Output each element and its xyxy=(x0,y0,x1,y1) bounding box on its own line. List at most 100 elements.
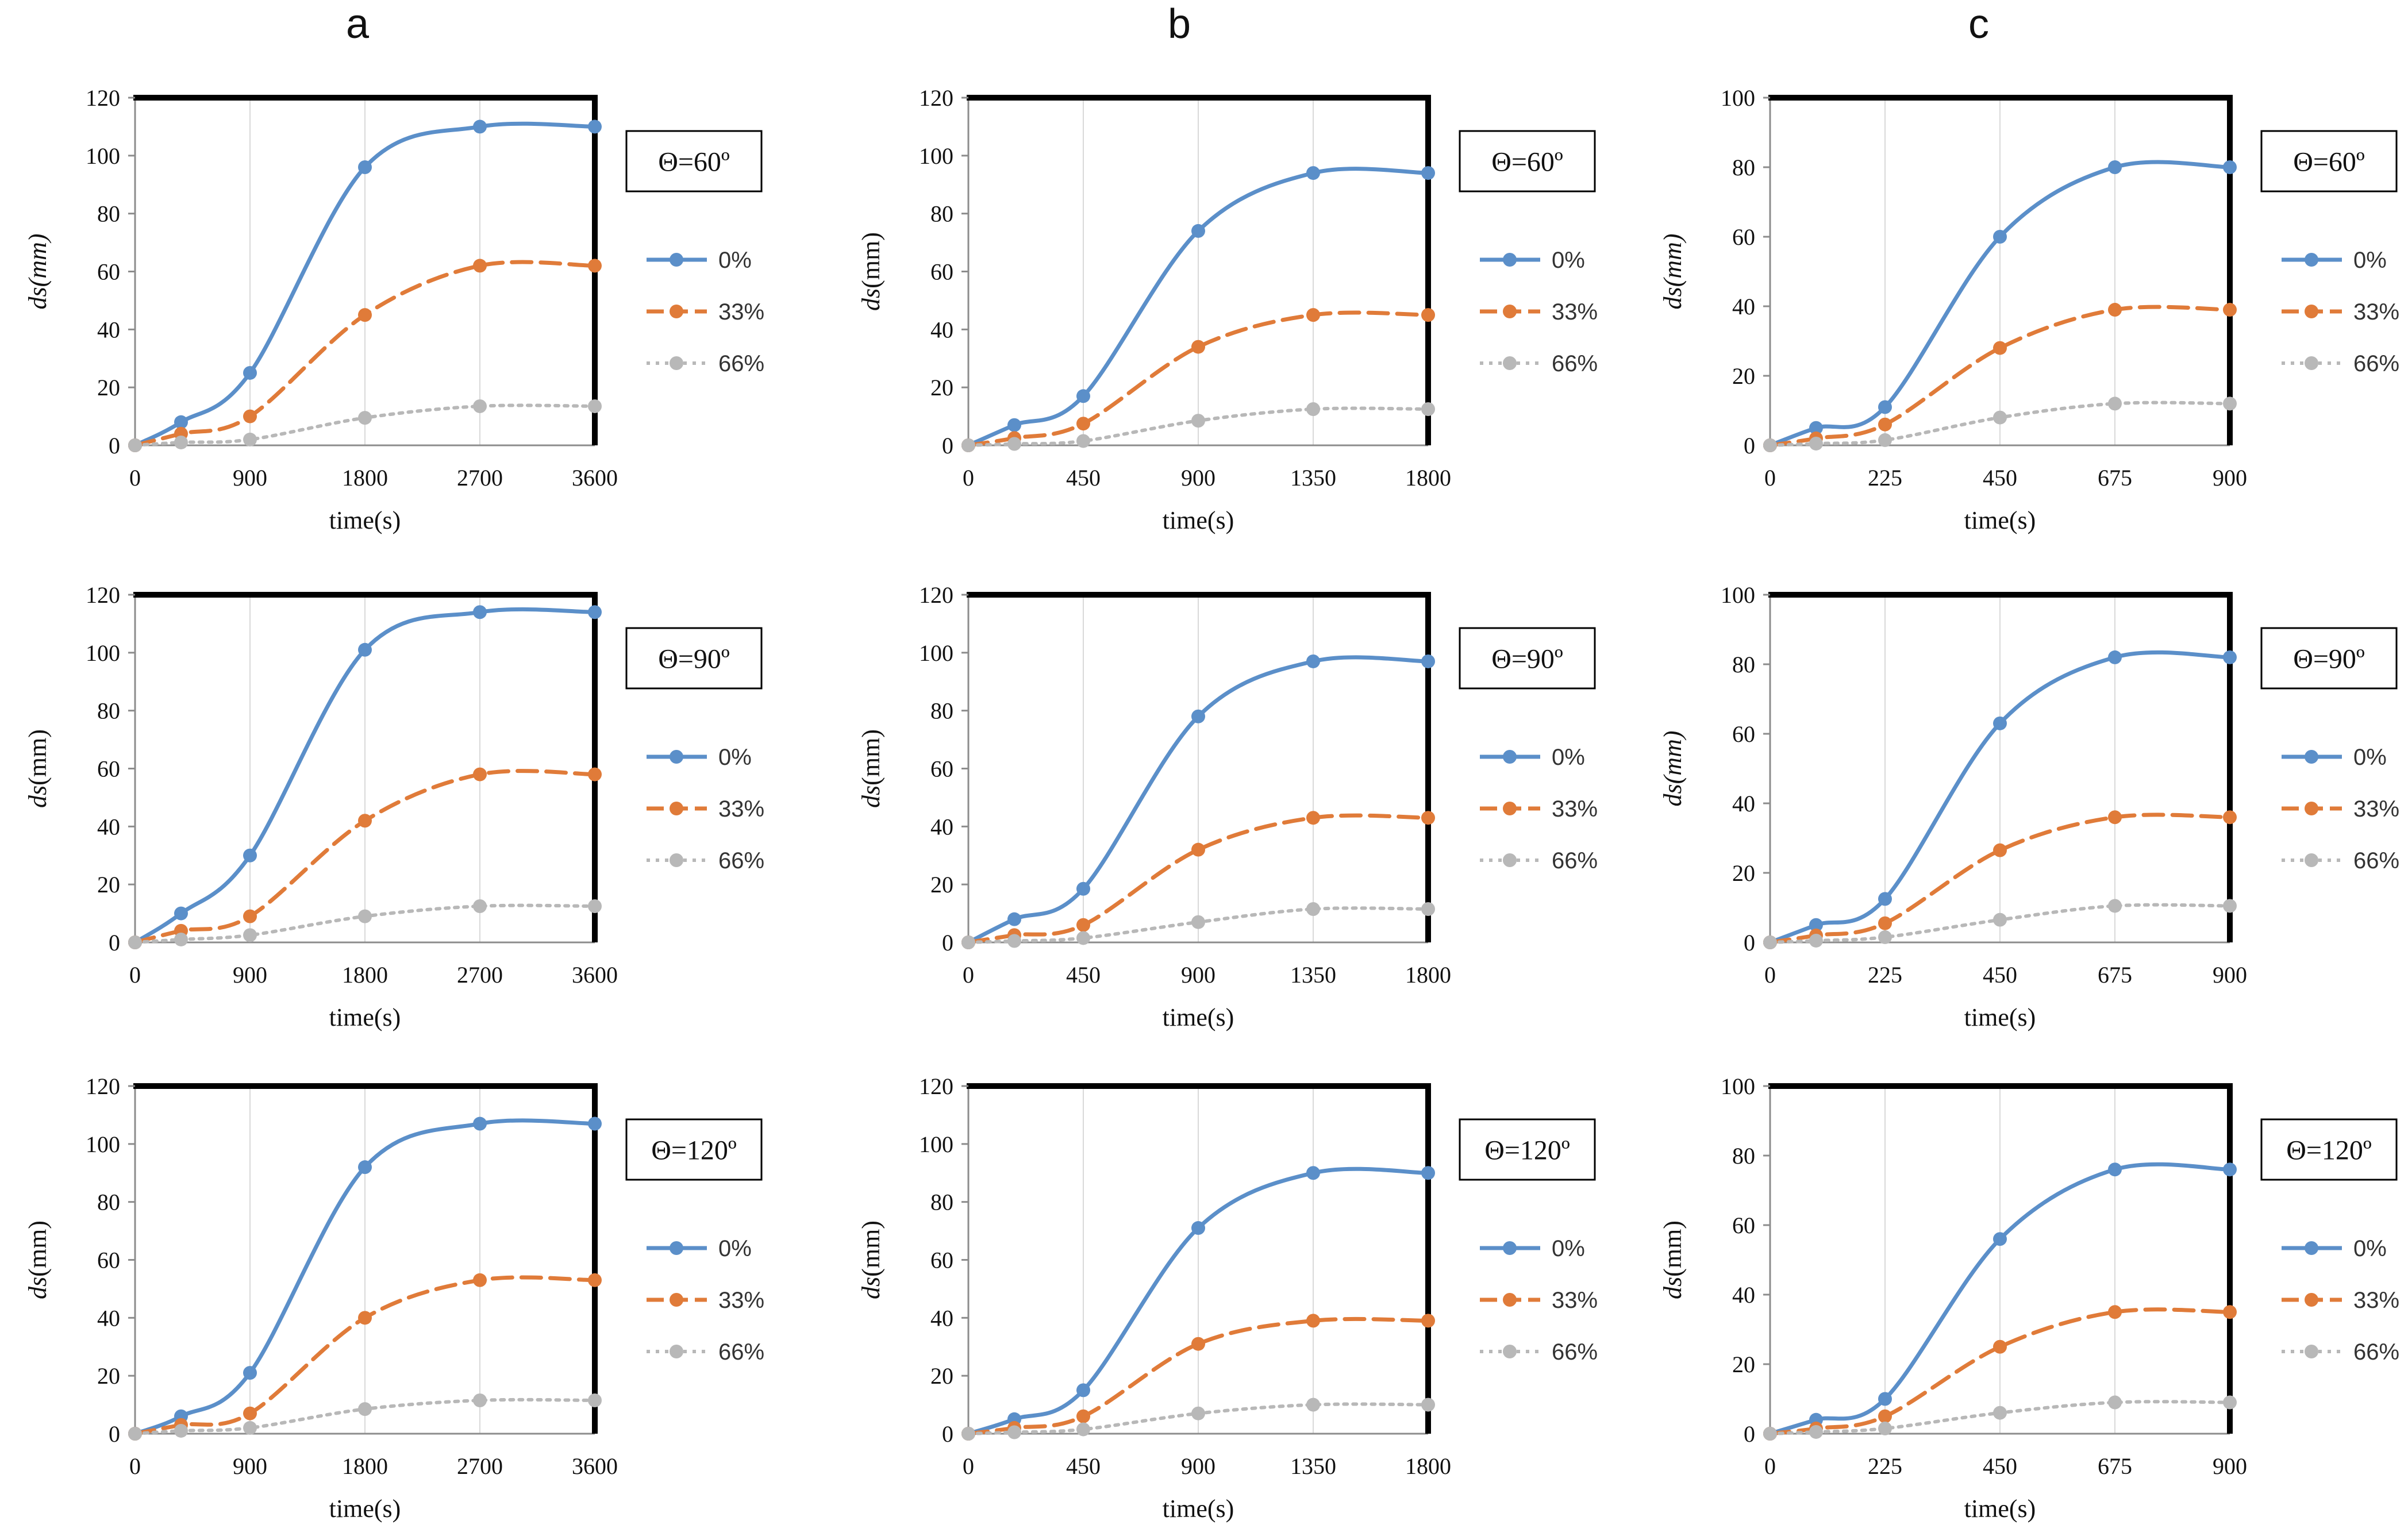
data-point xyxy=(1191,1337,1205,1351)
y-axis-title-unit: (mm) xyxy=(24,234,52,287)
data-point xyxy=(1878,892,1892,906)
y-tick-label: 20 xyxy=(930,872,953,898)
y-tick-label: 120 xyxy=(86,85,120,111)
legend-marker xyxy=(670,802,683,815)
legend-label: 66% xyxy=(718,848,764,873)
data-point xyxy=(1191,1221,1205,1235)
data-point xyxy=(358,160,372,174)
y-axis-title-unit: (mm) xyxy=(857,232,885,288)
data-point xyxy=(473,767,487,781)
y-axis-title-unit: (mm) xyxy=(1659,731,1687,784)
legend-label: 0% xyxy=(2353,745,2387,770)
y-tick-label: 0 xyxy=(942,433,953,459)
data-point xyxy=(243,928,257,942)
data-point xyxy=(1191,915,1205,929)
legend-label: 33% xyxy=(2353,1288,2399,1313)
x-tick-label: 450 xyxy=(1066,962,1101,988)
legend-marker xyxy=(1503,1345,1517,1358)
y-axis-title-unit: (mm) xyxy=(857,1221,885,1277)
y-axis-title-symbol: ds xyxy=(1659,1277,1687,1299)
data-point xyxy=(473,1393,487,1408)
x-tick-label: 0 xyxy=(129,1453,141,1479)
data-point xyxy=(1878,916,1892,930)
data-point xyxy=(2223,810,2237,825)
data-point xyxy=(1191,709,1205,723)
legend-label: 66% xyxy=(1552,848,1598,873)
data-point xyxy=(1421,308,1435,322)
data-point xyxy=(1421,1397,1435,1412)
y-tick-label: 120 xyxy=(919,1073,953,1099)
x-tick-label: 3600 xyxy=(572,1453,618,1479)
data-point xyxy=(588,899,602,913)
data-point xyxy=(2108,303,2122,317)
data-point xyxy=(1306,811,1320,825)
chart-c1: 0 20 40 60 80 100 0 225 450 675 900 time(s) ds(mm) Θ=… xyxy=(1659,85,2399,534)
x-tick-label: 1800 xyxy=(342,1453,388,1479)
y-axis-title-unit: (mm) xyxy=(24,729,52,786)
data-point xyxy=(588,1273,602,1287)
data-point xyxy=(1809,436,1823,451)
data-point xyxy=(1076,417,1090,431)
data-point xyxy=(1993,410,2007,425)
data-point xyxy=(358,814,372,828)
data-point xyxy=(174,932,188,946)
x-tick-label: 450 xyxy=(1066,1453,1101,1479)
x-tick-label: 3600 xyxy=(572,465,618,491)
x-axis-title: time(s) xyxy=(329,1495,401,1523)
x-tick-label: 0 xyxy=(963,1453,974,1479)
y-axis-title-unit: (mm) xyxy=(857,729,885,786)
data-point xyxy=(2108,810,2122,825)
data-point xyxy=(2108,396,2122,411)
x-axis-title: time(s) xyxy=(1163,1495,1234,1523)
data-point xyxy=(1993,1339,2007,1354)
theta-box xyxy=(1459,1118,1596,1181)
y-tick-label: 0 xyxy=(109,930,120,956)
data-point xyxy=(1809,421,1823,435)
legend-label: 0% xyxy=(2353,1236,2387,1261)
column-title-c: c xyxy=(1968,1,1989,47)
legend-label: 66% xyxy=(718,351,764,376)
x-tick-label: 675 xyxy=(2098,962,2132,988)
data-point xyxy=(128,438,142,452)
series-line-33% xyxy=(1768,1307,2232,1436)
x-tick-label: 0 xyxy=(963,465,974,491)
y-tick-label: 0 xyxy=(1744,930,1755,956)
data-point xyxy=(243,1366,257,1380)
y-tick-label: 20 xyxy=(930,375,953,401)
chart-a2: 0 20 40 60 80 100 120 0 900 1800 2700 3600 time(s) ds… xyxy=(24,582,764,1031)
data-point xyxy=(243,848,257,863)
y-tick-label: 20 xyxy=(1732,1352,1755,1377)
y-axis-title-symbol: ds xyxy=(857,786,885,808)
theta-box xyxy=(625,130,763,192)
x-tick-label: 0 xyxy=(1764,465,1776,491)
data-point xyxy=(358,1402,372,1416)
chart-b2: 0 20 40 60 80 100 120 0 450 900 1350 1800 time(s) ds(… xyxy=(857,582,1598,1031)
legend-marker xyxy=(2305,1293,2318,1307)
x-tick-label: 1350 xyxy=(1290,962,1336,988)
x-tick-label: 1800 xyxy=(1405,962,1451,988)
data-point xyxy=(243,1406,257,1420)
x-tick-label: 0 xyxy=(129,465,141,491)
data-point xyxy=(358,1160,372,1175)
data-point xyxy=(2108,1395,2122,1410)
data-point xyxy=(961,935,975,949)
legend-label: 66% xyxy=(2353,848,2399,873)
data-point xyxy=(1809,933,1823,948)
data-point xyxy=(588,1116,602,1131)
y-tick-label: 60 xyxy=(97,259,120,285)
data-point xyxy=(1076,389,1090,403)
data-point xyxy=(358,642,372,657)
x-tick-label: 900 xyxy=(2213,1453,2247,1479)
data-point xyxy=(588,120,602,134)
y-tick-label: 0 xyxy=(1744,433,1755,459)
y-tick-label: 80 xyxy=(930,1189,953,1215)
theta-label: Θ=90º xyxy=(1491,644,1563,675)
legend-label: 66% xyxy=(718,1339,764,1365)
y-tick-label: 40 xyxy=(1732,1282,1755,1308)
theta-label: Θ=120º xyxy=(2286,1135,2372,1166)
data-point xyxy=(1076,1383,1090,1397)
x-tick-label: 450 xyxy=(1983,962,2017,988)
data-point xyxy=(1007,1425,1021,1439)
chart-grid: 0 20 40 60 80 100 120 0 900 1800 2700 3600 time(s) ds… xyxy=(24,85,2399,1523)
data-point xyxy=(1878,417,1892,432)
